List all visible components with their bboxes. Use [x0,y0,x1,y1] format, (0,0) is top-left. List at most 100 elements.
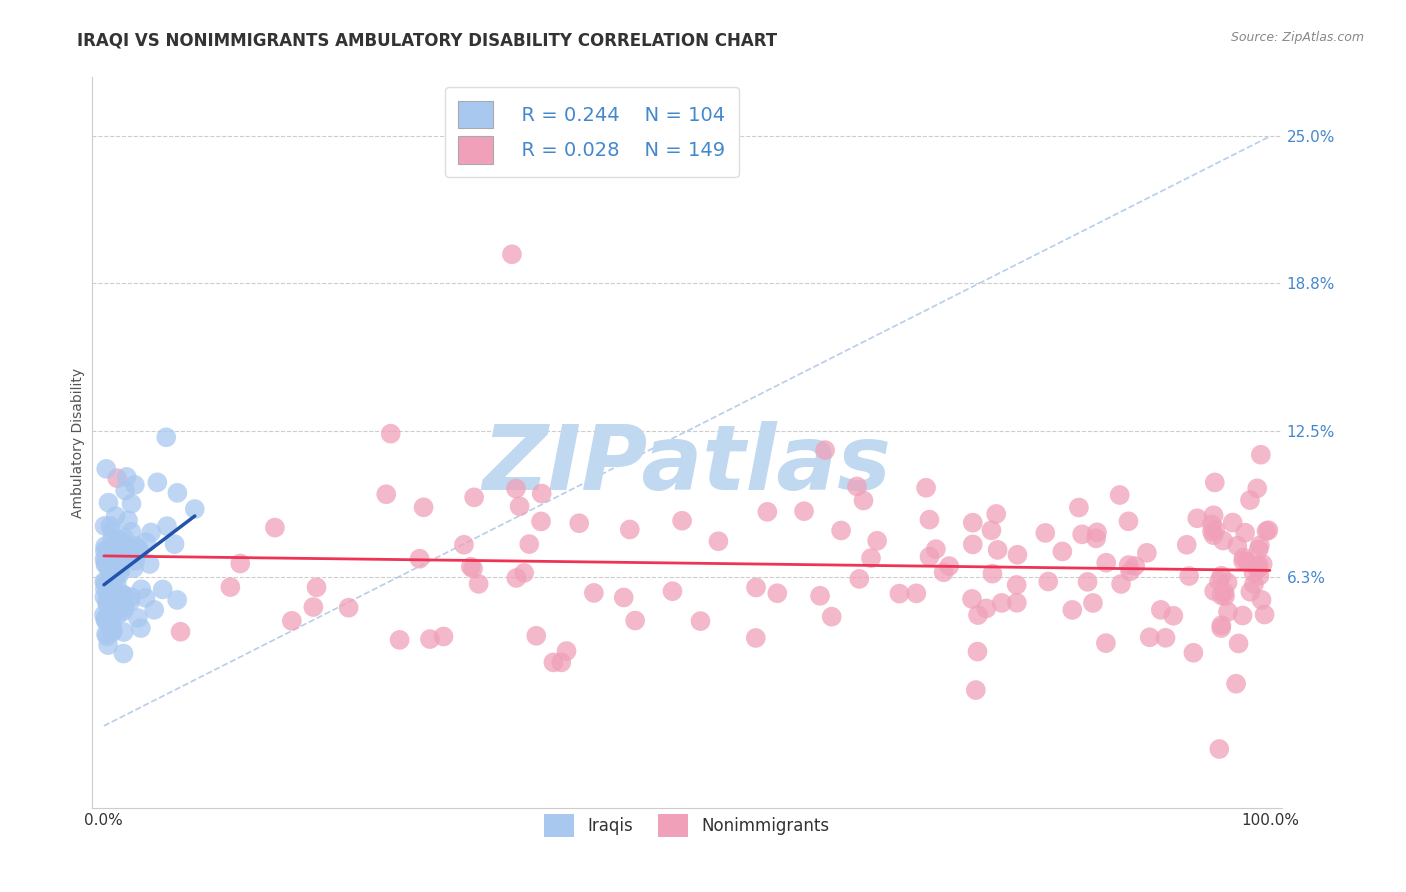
Point [1108,488,1130,502]
Point [110,534,132,549]
Point [981,566,1004,581]
Point [1243,566,1265,580]
Point [96,543,118,558]
Point [105,539,128,553]
Point [112,625,135,640]
Point [96,594,118,608]
Point [135,535,157,549]
Text: ZIPatlas: ZIPatlas [482,421,891,508]
Point [388,632,411,647]
Point [138,557,160,571]
Point [112,588,135,602]
Point [821,609,844,624]
Point [93,607,115,622]
Point [986,507,1008,521]
Point [568,516,591,531]
Point [1038,574,1060,589]
Point [108,592,131,607]
Point [125,539,148,553]
Point [1150,603,1173,617]
Point [990,596,1012,610]
Point [121,497,143,511]
Point [97,495,120,509]
Point [453,538,475,552]
Point [432,630,454,644]
Point [1071,527,1094,541]
Point [122,561,145,575]
Point [118,539,141,553]
Point [1234,525,1257,540]
Point [337,600,360,615]
Point [375,487,398,501]
Point [1250,592,1272,607]
Point [219,580,242,594]
Point [814,443,837,458]
Point [115,470,138,484]
Point [962,537,984,551]
Point [110,563,132,577]
Point [124,478,146,492]
Point [1222,516,1244,530]
Point [1077,574,1099,589]
Point [97,590,120,604]
Point [100,575,122,590]
Point [1239,584,1261,599]
Point [101,623,124,637]
Point [1081,596,1104,610]
Point [169,624,191,639]
Point [118,549,141,563]
Point [1204,584,1226,599]
Point [1244,559,1267,574]
Point [509,500,531,514]
Point [1178,569,1201,583]
Point [1182,646,1205,660]
Point [111,587,134,601]
Point [100,533,122,547]
Point [100,583,122,598]
Point [550,656,572,670]
Point [97,598,120,612]
Point [105,471,128,485]
Point [624,614,647,628]
Point [756,505,779,519]
Point [97,590,120,604]
Point [124,545,146,559]
Point [889,586,911,600]
Point [112,647,135,661]
Point [152,582,174,597]
Point [846,479,869,493]
Point [229,557,252,571]
Point [1123,558,1146,573]
Point [1187,511,1209,525]
Point [1247,558,1270,572]
Point [661,584,683,599]
Point [93,574,115,589]
Point [120,524,142,539]
Point [96,549,118,564]
Point [1249,538,1271,552]
Point [1175,538,1198,552]
Point [1247,542,1270,557]
Point [1005,578,1028,592]
Point [1095,636,1118,650]
Point [94,539,117,553]
Point [111,605,134,619]
Point [107,548,129,562]
Point [93,519,115,533]
Point [1139,630,1161,644]
Point [1005,596,1028,610]
Point [848,572,870,586]
Point [101,524,124,538]
Point [1233,550,1256,565]
Point [1236,554,1258,568]
Point [866,533,889,548]
Point [1163,608,1185,623]
Point [1067,500,1090,515]
Point [555,644,578,658]
Point [97,561,120,575]
Point [1246,481,1268,495]
Point [1232,608,1254,623]
Point [108,561,131,575]
Point [980,524,1002,538]
Point [461,561,484,575]
